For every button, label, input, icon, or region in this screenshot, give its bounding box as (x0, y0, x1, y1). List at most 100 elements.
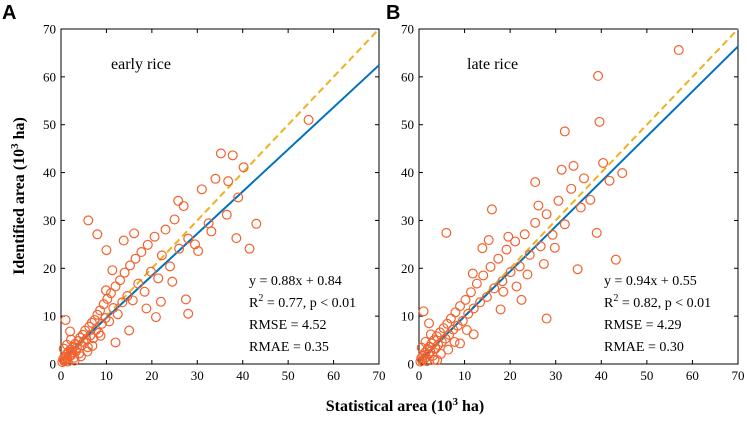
data-point (165, 261, 176, 272)
data-point (501, 244, 512, 255)
data-point (141, 303, 152, 314)
data-point (549, 242, 560, 253)
data-point (173, 195, 184, 206)
data-point (481, 292, 492, 303)
data-point (465, 287, 476, 298)
data-point (167, 276, 178, 287)
y-tick-label: 70 (401, 22, 414, 37)
data-point (65, 334, 76, 345)
data-point (129, 228, 140, 239)
data-point (65, 326, 76, 337)
x-tick-label: 10 (458, 368, 471, 383)
x-axis-title: Statistical area (103 ha) (326, 396, 485, 415)
data-point (435, 348, 446, 359)
x-tick-label: 40 (236, 368, 249, 383)
regression-line (60, 64, 380, 361)
data-point (421, 356, 432, 367)
data-point (196, 184, 207, 195)
y-tick-label: 40 (401, 165, 414, 180)
data-point (244, 243, 255, 254)
data-point (76, 340, 87, 351)
y-tick-label: 50 (401, 117, 414, 132)
data-point (533, 200, 544, 211)
x-tick-label: 20 (504, 368, 517, 383)
data-point (231, 233, 242, 244)
data-point (160, 224, 171, 235)
x-tick-label: 70 (373, 368, 386, 383)
data-point (107, 265, 118, 276)
fit-equation: y = 0.88x + 0.84 (249, 274, 342, 289)
plot-frame (60, 28, 380, 365)
data-point (489, 283, 500, 294)
data-point (530, 177, 541, 188)
data-point (503, 231, 514, 242)
r-squared-text: R2 = 0.82, p < 0.01 (604, 293, 711, 311)
data-point (75, 351, 86, 362)
data-point (98, 299, 109, 310)
y-tick-label: 0 (50, 357, 57, 372)
y-tick-label: 30 (43, 213, 56, 228)
data-point (547, 229, 558, 240)
data-point (486, 204, 497, 215)
data-point (139, 286, 150, 297)
data-point (124, 325, 135, 336)
y-tick-label: 10 (401, 309, 414, 324)
panel-letter: B (386, 2, 400, 24)
data-point (424, 318, 435, 329)
crop-label: late rice (467, 56, 518, 73)
y-tick-label: 20 (43, 261, 56, 276)
data-point (156, 250, 167, 261)
data-point (183, 308, 194, 319)
data-point (538, 258, 549, 269)
y-tick-label: 50 (43, 117, 56, 132)
data-point (112, 309, 123, 320)
data-point (180, 294, 191, 305)
data-point (105, 288, 116, 299)
data-point (92, 229, 103, 240)
data-point (104, 316, 115, 327)
data-point (591, 227, 602, 238)
data-point (227, 150, 238, 161)
data-point (238, 162, 249, 173)
data-point (436, 336, 447, 347)
x-tick-label: 50 (640, 368, 653, 383)
data-point (429, 354, 440, 365)
x-tick-label: 0 (58, 368, 65, 383)
data-point (93, 327, 104, 338)
data-point (101, 245, 112, 256)
data-point (423, 349, 434, 360)
rmae-text: RMAE = 0.35 (249, 340, 329, 355)
fit-equation: y = 0.94x + 0.55 (604, 274, 697, 289)
data-point (460, 294, 471, 305)
data-point (457, 315, 468, 326)
data-point (251, 218, 262, 229)
data-point (87, 340, 98, 351)
data-point (206, 226, 217, 237)
data-point (483, 235, 494, 246)
data-point (522, 269, 533, 280)
data-point (155, 296, 166, 307)
one-to-one-line (60, 28, 380, 365)
data-point (142, 239, 153, 250)
data-point (110, 337, 121, 348)
r-squared-text: R2 = 0.77, p < 0.01 (249, 293, 356, 311)
data-point (493, 253, 504, 264)
scatter-points (57, 114, 314, 368)
data-point (530, 217, 541, 228)
data-point (519, 229, 530, 240)
data-point (425, 329, 436, 340)
x-tick-label: 70 (732, 368, 745, 383)
data-point (495, 304, 506, 315)
data-point (110, 281, 121, 292)
data-point (136, 247, 147, 258)
data-point (468, 303, 479, 314)
data-point (559, 126, 570, 137)
data-point (610, 254, 621, 265)
data-point (477, 243, 488, 254)
rmae-text: RMAE = 0.30 (604, 340, 684, 355)
rmse-text: RMSE = 4.29 (604, 318, 682, 333)
data-point (604, 175, 615, 186)
data-point (190, 239, 201, 250)
data-point (578, 173, 589, 184)
